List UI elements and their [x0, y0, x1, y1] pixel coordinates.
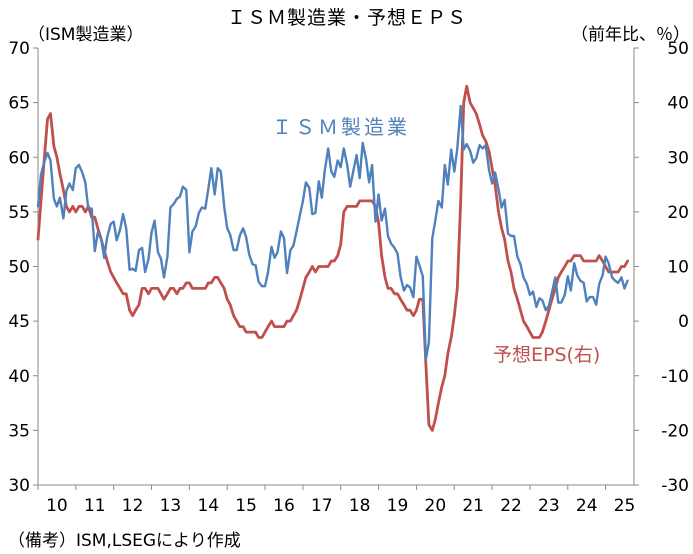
right-tick-label: 40 — [667, 94, 689, 114]
left-tick-label: 45 — [8, 312, 30, 332]
eps-series-label: 予想EPS(右) — [493, 344, 600, 366]
left-axis-unit: （ISM製造業） — [28, 25, 143, 45]
right-tick-label: -30 — [661, 476, 689, 496]
left-tick-label: 50 — [8, 258, 30, 278]
x-tick-label: 20 — [425, 496, 447, 516]
x-tick-label: 11 — [84, 496, 106, 516]
plot-area — [37, 48, 635, 486]
left-tick-label: 40 — [8, 367, 30, 387]
ism-series-label: ＩＳＭ製造業 — [272, 115, 410, 139]
x-tick-label: 17 — [311, 496, 333, 516]
x-tick-label: 21 — [462, 496, 484, 516]
right-axis: -30 -20 -10 0 10 20 30 40 50 — [634, 39, 689, 496]
x-axis: 10 11 12 13 14 15 16 17 18 19 20 21 22 23 24 25 — [37, 485, 636, 516]
right-tick-label: -10 — [661, 367, 689, 387]
series-layer — [36, 84, 629, 432]
right-axis-unit: （前年比、％） — [571, 25, 690, 45]
x-tick-label: 15 — [235, 496, 257, 516]
eps-series-line — [36, 84, 629, 432]
chart-title: ＩＳＭ製造業・予想ＥＰＳ — [227, 7, 467, 29]
left-tick-label: 30 — [8, 476, 30, 496]
x-tick-label: 10 — [46, 496, 68, 516]
left-tick-label: 65 — [8, 94, 30, 114]
x-tick-label: 24 — [576, 496, 598, 516]
left-tick-label: 35 — [8, 421, 30, 441]
right-tick-label: 20 — [667, 203, 689, 223]
ism-series-line — [36, 104, 629, 361]
left-tick-label: 70 — [8, 39, 30, 59]
x-tick-label: 12 — [122, 496, 144, 516]
x-tick-label: 13 — [160, 496, 182, 516]
right-tick-label: 10 — [667, 258, 689, 278]
right-tick-label: -20 — [661, 421, 689, 441]
x-tick-label: 14 — [197, 496, 219, 516]
x-tick-label: 22 — [500, 496, 522, 516]
x-tick-label: 16 — [273, 496, 295, 516]
x-tick-label: 18 — [349, 496, 371, 516]
x-tick-label: 19 — [387, 496, 409, 516]
left-tick-label: 60 — [8, 148, 30, 168]
x-tick-label: 25 — [614, 496, 636, 516]
left-axis: 30 35 40 45 50 55 60 65 70 — [8, 39, 38, 496]
x-tick-label: 23 — [538, 496, 560, 516]
right-tick-label: 50 — [667, 39, 689, 59]
right-tick-label: 0 — [678, 312, 689, 332]
source-note: （備考）ISM,LSEGにより作成 — [8, 531, 241, 551]
left-tick-label: 55 — [8, 203, 30, 223]
right-tick-label: 30 — [667, 148, 689, 168]
